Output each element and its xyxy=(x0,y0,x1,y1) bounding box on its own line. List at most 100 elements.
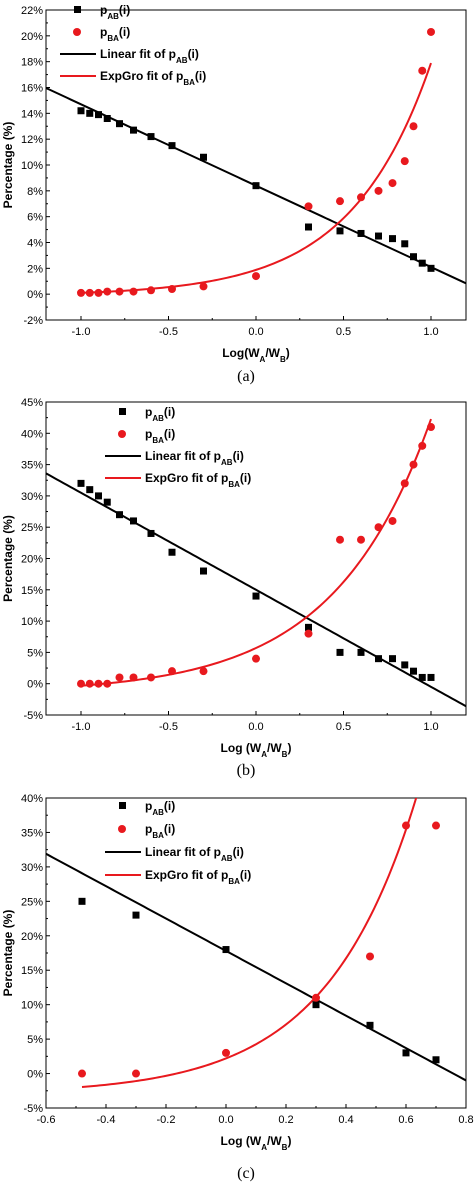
expgro-fit-line xyxy=(81,798,418,1088)
data-point-p-ba xyxy=(357,193,365,202)
x-tick-label: 0.8 xyxy=(458,1114,473,1126)
data-point-p-ba xyxy=(85,288,94,297)
data-point-p-ba xyxy=(374,186,383,195)
data-point-p-ab xyxy=(366,1021,374,1029)
y-tick-label: 15% xyxy=(21,585,43,597)
y-tick-label: 22% xyxy=(21,5,43,17)
y-tick-label: -5% xyxy=(23,710,43,722)
data-point-p-ba xyxy=(304,202,313,211)
y-tick-label: 25% xyxy=(21,896,43,908)
x-tick-label: 0.4 xyxy=(338,1114,353,1126)
chart-panel-1: -2% 0% 2% 4% 6% 8% 10% 12% 14% 16% 18% 20% 22% -1.0 -0… xyxy=(1,3,467,385)
data-point-p-ab xyxy=(432,1056,440,1064)
data-point-p-ab xyxy=(168,548,176,556)
legend-label-p-ba: pBA(i) xyxy=(100,25,130,43)
data-point-p-ab xyxy=(418,259,426,267)
y-axis-label: Percentage (%) xyxy=(1,515,15,602)
data-point-p-ba xyxy=(388,179,397,188)
data-point-p-ab xyxy=(375,232,382,240)
data-point-p-ab xyxy=(357,229,365,237)
y-tick-label: 25% xyxy=(21,522,43,534)
data-point-p-ab xyxy=(401,240,409,248)
legend-label-p-ba: pBA(i) xyxy=(145,822,175,840)
data-point-p-ba xyxy=(366,952,374,961)
y-tick-label: 16% xyxy=(21,83,43,95)
data-point-p-ab xyxy=(200,153,207,161)
chart-panel-2: -5% 0% 5% 10% 15% 20% 25% 30% 35% 40% 45% -1.0 -0.5 0… xyxy=(1,397,467,779)
panel-caption: (b) xyxy=(237,762,256,779)
data-point-p-ba xyxy=(129,287,138,296)
data-point-p-ba xyxy=(132,1069,140,1078)
y-tick-label: 35% xyxy=(21,460,43,472)
data-point-p-ab xyxy=(401,661,409,669)
data-point-p-ba xyxy=(418,66,427,75)
y-tick-label: 15% xyxy=(21,965,43,977)
data-point-p-ab xyxy=(95,111,102,119)
y-tick-label: 0% xyxy=(27,1069,43,1081)
x-tick-label: 0.0 xyxy=(218,1114,233,1126)
data-point-p-ba xyxy=(304,629,313,638)
legend-label-fit-ab: Linear fit of pAB(i) xyxy=(145,845,244,863)
data-point-p-ab xyxy=(418,673,426,681)
data-point-p-ba xyxy=(400,479,409,488)
data-point-p-ba xyxy=(312,993,320,1002)
x-tick-label: 0.6 xyxy=(398,1114,413,1126)
y-tick-label: 30% xyxy=(21,862,43,874)
y-tick-label: 20% xyxy=(21,931,43,943)
linear-fit-line xyxy=(46,852,466,1082)
data-point-p-ab xyxy=(389,655,396,663)
legend-label-p-ba: pBA(i) xyxy=(145,427,175,445)
data-point-p-ba xyxy=(115,287,124,296)
data-point-p-ab xyxy=(130,517,137,525)
y-tick-label: 14% xyxy=(21,108,43,120)
legend-marker-square xyxy=(119,408,126,415)
x-tick-label: 0.0 xyxy=(248,326,263,338)
legend-marker-square xyxy=(74,6,81,13)
data-point-p-ab xyxy=(252,182,260,190)
legend-marker-circle xyxy=(118,430,126,438)
data-point-p-ba xyxy=(252,272,260,281)
y-tick-label: 8% xyxy=(27,186,43,198)
data-point-p-ba xyxy=(168,667,176,676)
data-point-p-ab xyxy=(312,1001,320,1009)
x-axis-label: Log (WA/WB) xyxy=(221,1134,292,1152)
x-tick-label: -0.2 xyxy=(157,1114,176,1126)
y-tick-label: 10% xyxy=(21,616,43,628)
data-point-p-ab xyxy=(86,486,94,494)
data-point-p-ba xyxy=(374,523,383,532)
data-point-p-ab xyxy=(78,897,86,905)
y-axis-label: Percentage (%) xyxy=(1,910,15,997)
y-tick-label: 30% xyxy=(21,491,43,503)
y-tick-label: 10% xyxy=(21,1000,43,1012)
x-tick-label: -1.0 xyxy=(72,721,91,733)
y-tick-label: 4% xyxy=(27,238,43,250)
data-point-p-ba xyxy=(432,821,440,830)
x-tick-label: 1.0 xyxy=(423,721,438,733)
legend-label-fit-ba: ExpGro fit of pBA(i) xyxy=(145,471,251,489)
x-tick-label: 0.5 xyxy=(336,721,351,733)
data-point-p-ba xyxy=(147,673,155,682)
data-point-p-ba xyxy=(168,285,176,293)
data-point-p-ba xyxy=(400,157,409,166)
data-point-p-ab xyxy=(130,126,137,134)
data-point-p-ba xyxy=(115,673,124,682)
x-tick-label: -0.5 xyxy=(159,721,178,733)
legend-label-fit-ba: ExpGro fit of pBA(i) xyxy=(145,868,251,886)
data-point-p-ba xyxy=(336,535,344,544)
data-point-p-ba xyxy=(129,673,138,682)
legend-label-fit-ab: Linear fit of pAB(i) xyxy=(100,47,199,65)
y-tick-label: 10% xyxy=(21,160,43,172)
data-point-p-ab xyxy=(375,655,382,663)
expgro-fit-line xyxy=(80,418,432,687)
data-point-p-ab xyxy=(402,1049,410,1057)
data-point-p-ab xyxy=(147,133,155,141)
data-point-p-ba xyxy=(336,197,344,206)
data-point-p-ba xyxy=(402,821,410,830)
data-point-p-ab xyxy=(132,911,140,919)
data-point-p-ba xyxy=(409,460,418,469)
data-point-p-ab xyxy=(336,648,344,656)
x-axis-label: Log (WA/WB) xyxy=(221,741,292,759)
y-tick-label: 5% xyxy=(27,647,43,659)
legend-marker-square xyxy=(119,802,126,809)
y-tick-label: 12% xyxy=(21,134,43,146)
